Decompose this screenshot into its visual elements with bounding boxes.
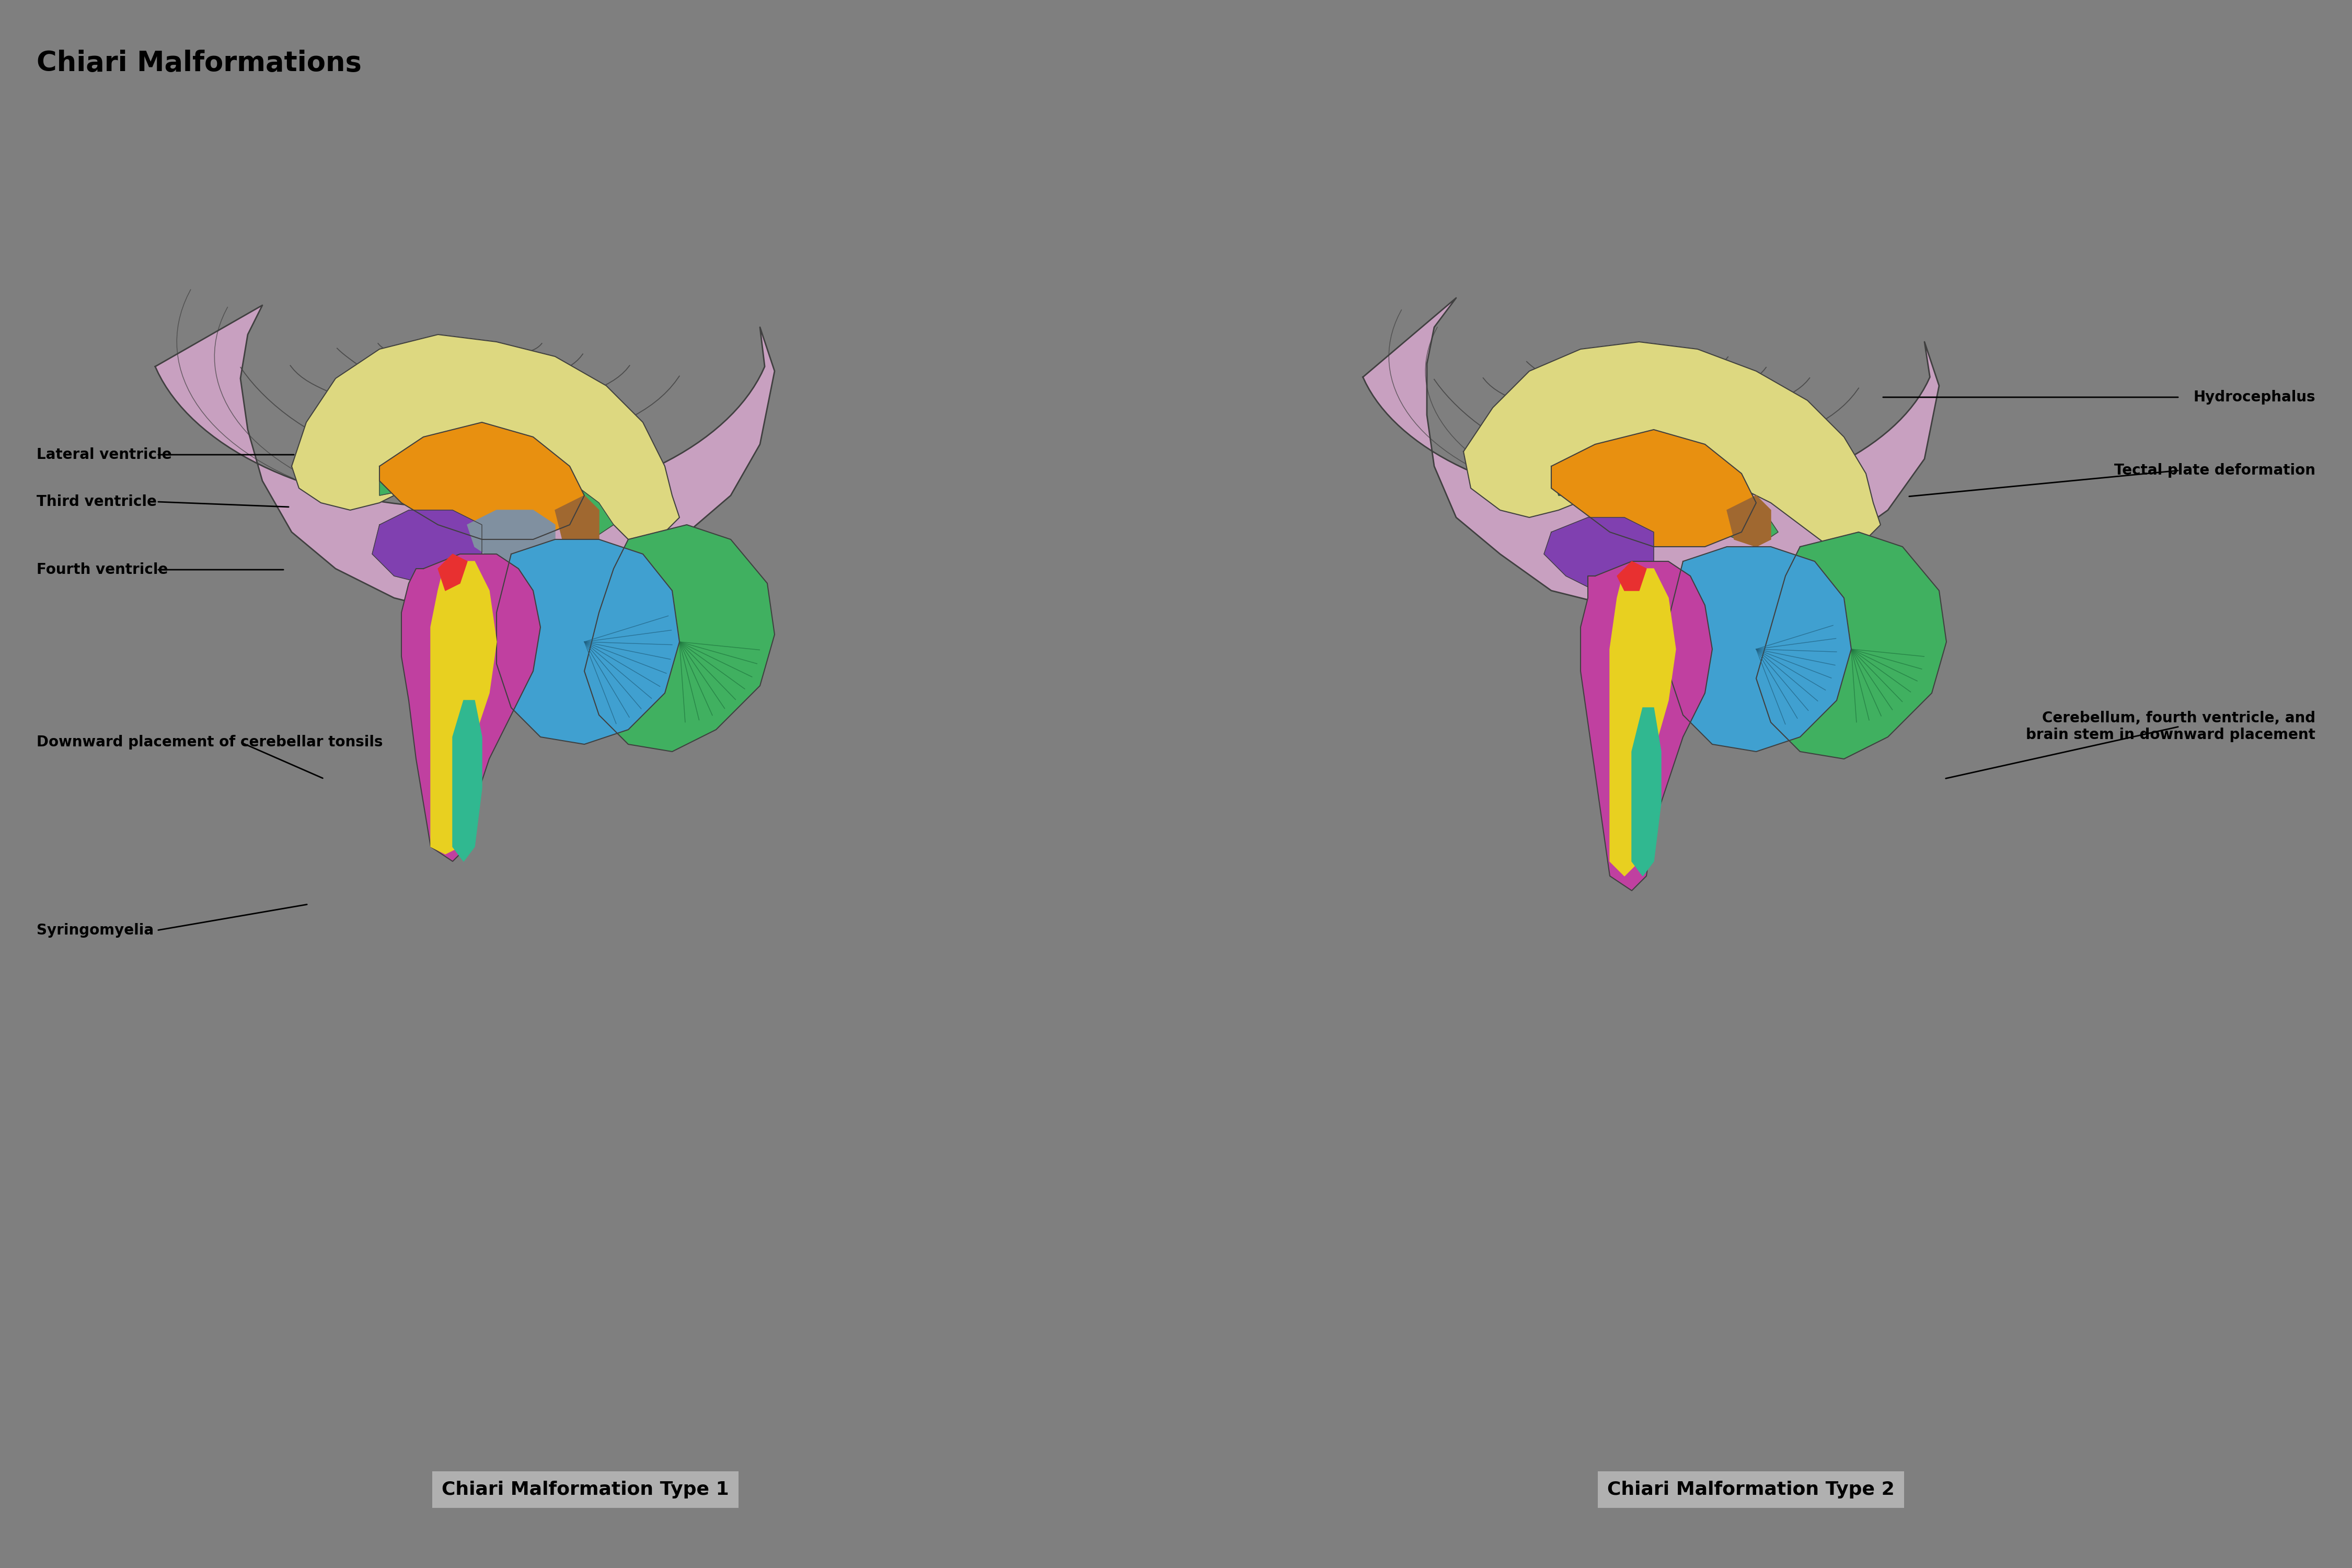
Polygon shape <box>583 525 774 751</box>
Polygon shape <box>1362 298 1938 605</box>
Polygon shape <box>292 334 680 539</box>
Polygon shape <box>496 539 680 745</box>
Text: Third ventricle: Third ventricle <box>38 494 158 510</box>
Polygon shape <box>379 422 583 539</box>
Polygon shape <box>452 701 482 861</box>
Polygon shape <box>1581 561 1712 891</box>
Text: Tectal plate deformation: Tectal plate deformation <box>2114 463 2314 478</box>
Text: Chiari Malformation Type 1: Chiari Malformation Type 1 <box>442 1480 729 1499</box>
Text: Fourth ventricle: Fourth ventricle <box>38 563 167 577</box>
Polygon shape <box>1609 569 1675 877</box>
Polygon shape <box>1618 561 1646 591</box>
Text: Downward placement of cerebellar tonsils: Downward placement of cerebellar tonsils <box>38 735 383 750</box>
Polygon shape <box>155 306 774 613</box>
Polygon shape <box>372 510 482 583</box>
Polygon shape <box>1757 532 1947 759</box>
Polygon shape <box>1668 547 1851 751</box>
Polygon shape <box>437 554 468 591</box>
Polygon shape <box>402 554 541 861</box>
Polygon shape <box>1543 517 1653 591</box>
Text: Chiari Malformations: Chiari Malformations <box>38 50 362 77</box>
Polygon shape <box>1552 430 1757 547</box>
Polygon shape <box>555 495 600 547</box>
Text: Cerebellum, fourth ventricle, and
brain stem in downward placement: Cerebellum, fourth ventricle, and brain … <box>2025 710 2314 742</box>
Text: Syringomyelia: Syringomyelia <box>38 924 153 938</box>
Polygon shape <box>1552 459 1778 547</box>
Polygon shape <box>379 452 614 539</box>
Polygon shape <box>468 510 555 561</box>
Polygon shape <box>1463 342 1882 547</box>
Text: Hydrocephalus: Hydrocephalus <box>2194 390 2314 405</box>
Polygon shape <box>1632 707 1661 877</box>
Polygon shape <box>1726 495 1771 547</box>
Text: Chiari Malformation Type 2: Chiari Malformation Type 2 <box>1606 1480 1896 1499</box>
Text: Lateral ventricle: Lateral ventricle <box>38 447 172 463</box>
Polygon shape <box>430 561 496 855</box>
